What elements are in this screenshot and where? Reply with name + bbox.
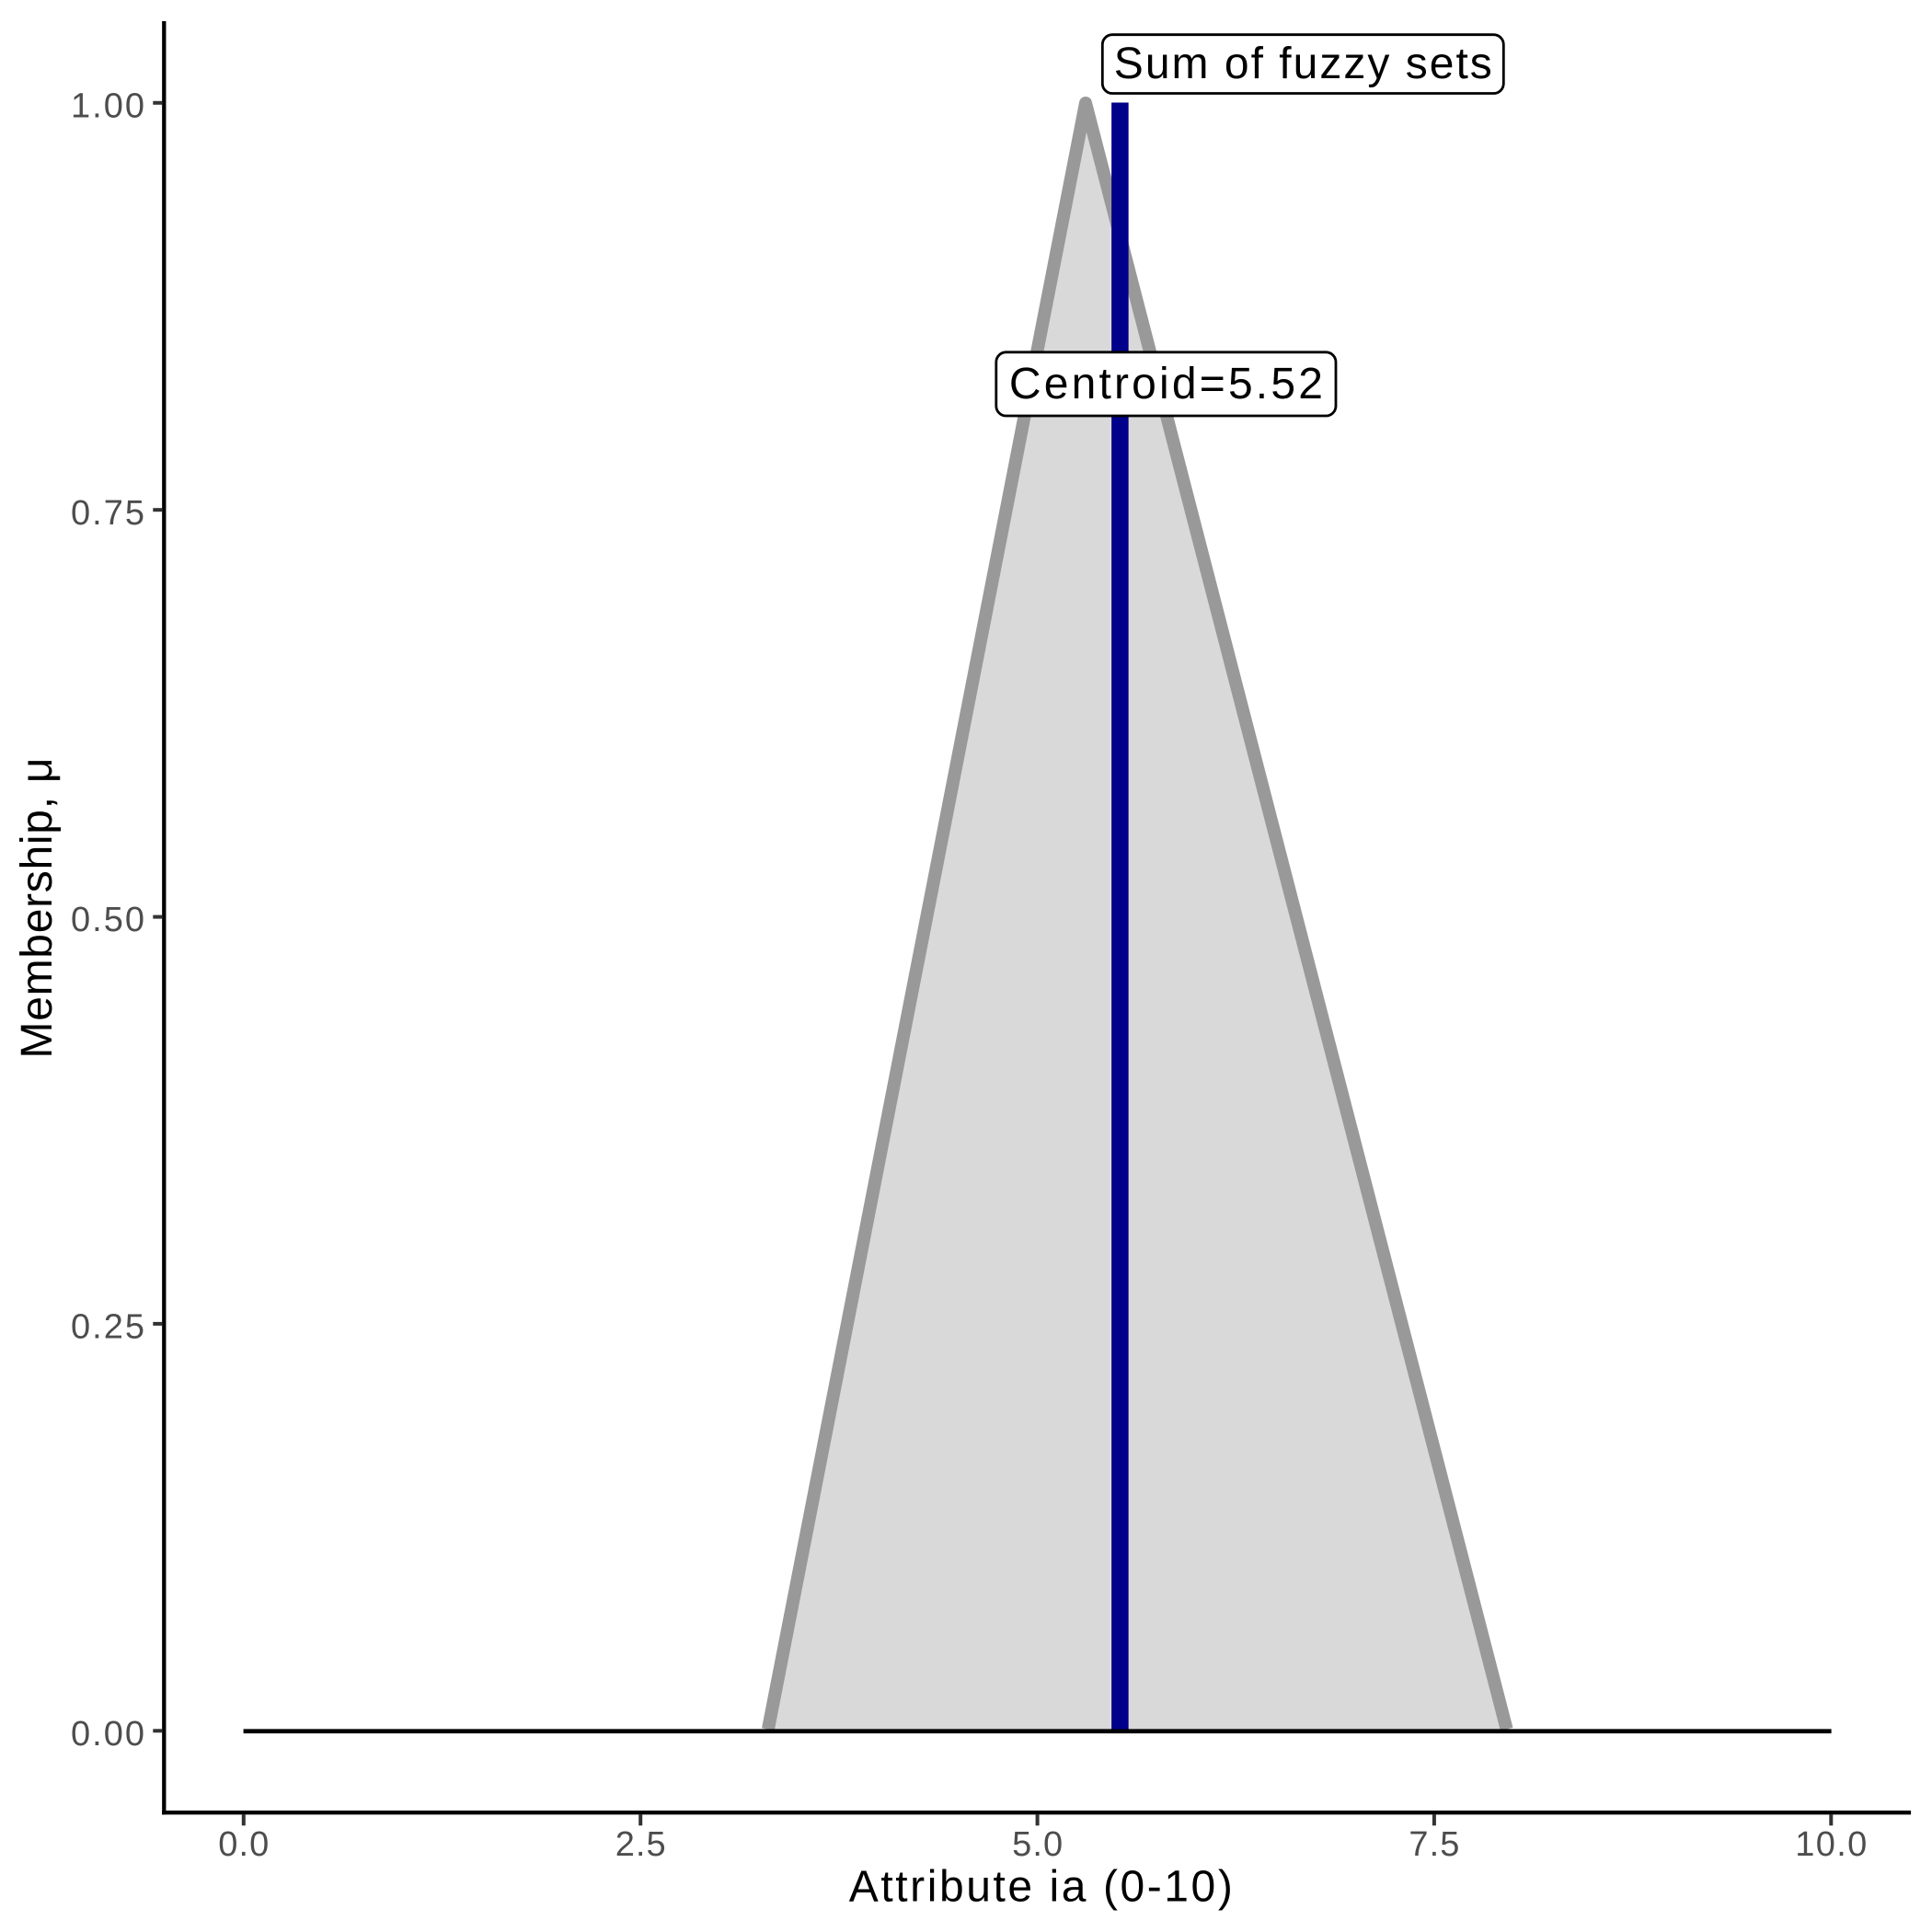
svg-text:0.00: 0.00 <box>71 1715 144 1754</box>
svg-text:0.75: 0.75 <box>71 494 144 533</box>
svg-text:0.0: 0.0 <box>218 1825 269 1864</box>
svg-text:Centroid=5.52: Centroid=5.52 <box>1009 360 1323 408</box>
svg-text:1.00: 1.00 <box>71 86 144 125</box>
svg-text:Attribute ia (0-10): Attribute ia (0-10) <box>849 1862 1233 1911</box>
svg-text:Sum of fuzzy sets: Sum of fuzzy sets <box>1114 40 1492 88</box>
svg-text:0.50: 0.50 <box>71 901 144 939</box>
svg-text:2.5: 2.5 <box>615 1825 666 1864</box>
svg-text:7.5: 7.5 <box>1409 1825 1459 1864</box>
svg-text:10.0: 10.0 <box>1795 1825 1867 1864</box>
svg-text:Membership, μ: Membership, μ <box>13 758 62 1059</box>
svg-text:0.25: 0.25 <box>71 1308 144 1347</box>
svg-text:5.0: 5.0 <box>1012 1825 1063 1864</box>
